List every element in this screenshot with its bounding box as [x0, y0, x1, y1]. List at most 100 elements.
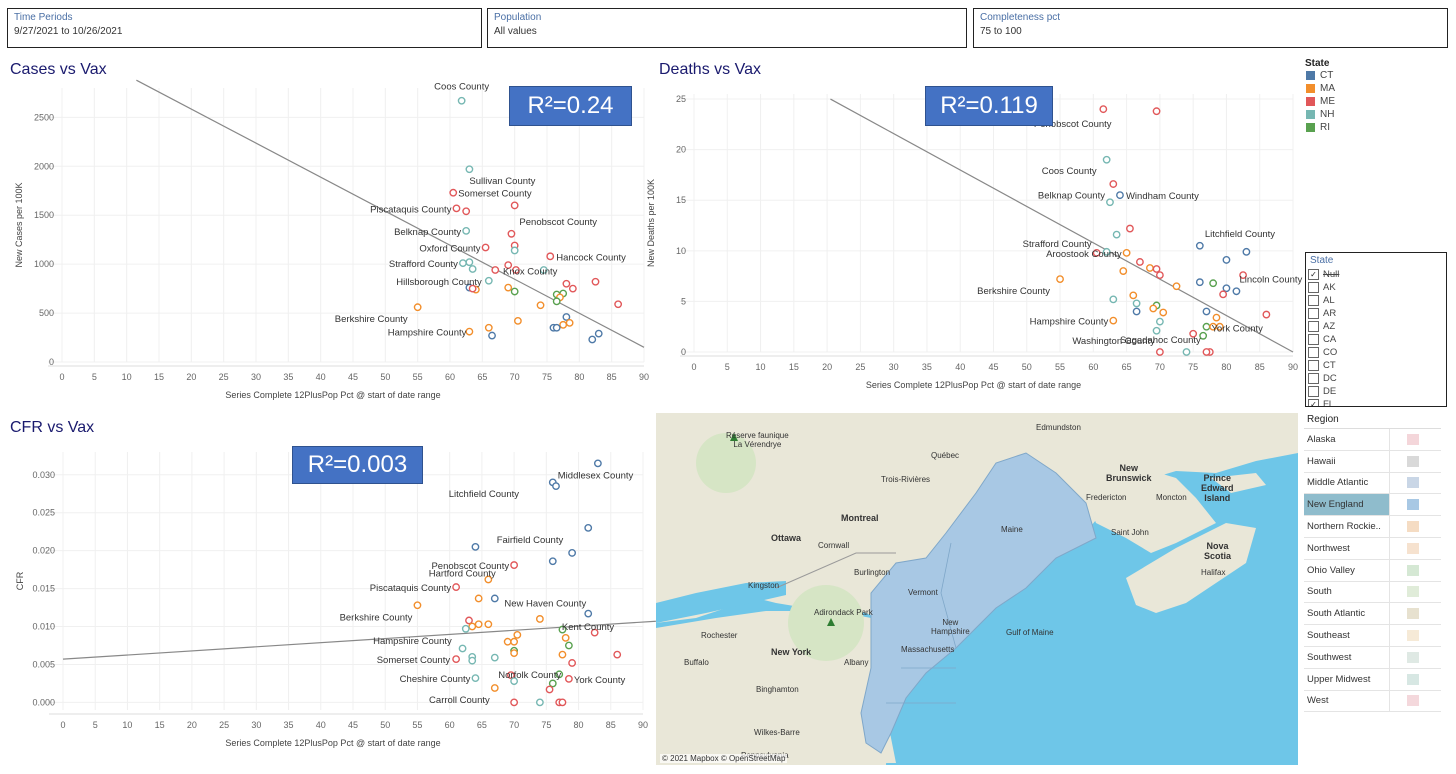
region-legend-item[interactable]: Northwest [1304, 537, 1441, 560]
data-point [510, 561, 519, 569]
checkbox[interactable] [1308, 321, 1319, 332]
y-tick-label: 0.015 [32, 584, 55, 594]
y-tick-label: 0.000 [32, 697, 55, 707]
x-axis-label: Series Complete 12PlusPop Pct @ start of… [866, 380, 1081, 390]
data-point [568, 549, 577, 557]
checkbox[interactable] [1308, 295, 1319, 306]
state-legend-item[interactable]: CT [1306, 70, 1333, 81]
region-legend-item[interactable]: South [1304, 581, 1441, 604]
state-filter-list[interactable]: State ✓ Null AK AL AR AZ CA CO CT DC DE ✓ FL [1305, 252, 1447, 407]
data-point [510, 201, 519, 210]
state-legend-item[interactable]: MA [1306, 83, 1335, 94]
data-point [413, 303, 422, 312]
data-point [488, 331, 496, 340]
state-filter-item[interactable]: DE [1306, 385, 1446, 398]
data-point [1155, 317, 1164, 326]
checkbox[interactable]: ✓ [1308, 269, 1319, 280]
state-filter-item[interactable]: AL [1306, 294, 1446, 307]
region-legend: Region Alaska Hawaii Middle Atlantic New En… [1304, 412, 1441, 713]
region-legend-item[interactable]: Hawaii [1304, 450, 1441, 473]
data-point [591, 277, 600, 286]
x-tick-label: 35 [283, 372, 293, 382]
state-legend-label: CT [1320, 70, 1334, 81]
state-filter-item[interactable]: ✓ FL [1306, 398, 1446, 406]
map-place-label: Kingston [748, 581, 780, 590]
state-filter-label: DC [1323, 373, 1337, 384]
map-place-label: Vermont [908, 588, 938, 597]
region-label: West [1307, 695, 1329, 707]
data-point [471, 674, 480, 683]
data-point [484, 276, 493, 285]
state-filter-item[interactable]: CO [1306, 346, 1446, 359]
color-swatch [1407, 608, 1419, 620]
region-legend-item[interactable]: Northern Rockie.. [1304, 516, 1441, 538]
state-filter-item[interactable]: ✓ Null [1306, 268, 1446, 281]
state-legend-item[interactable]: ME [1306, 96, 1335, 107]
data-point [1202, 307, 1211, 316]
data-point [584, 523, 593, 532]
data-point [1092, 248, 1101, 257]
checkbox[interactable] [1308, 282, 1319, 293]
filter-time-periods[interactable]: Time Periods 9/27/2021 to 10/26/2021 [7, 8, 482, 48]
checkbox[interactable] [1308, 334, 1319, 345]
data-point [1189, 329, 1198, 338]
map-place-label: Halifax [1201, 568, 1226, 577]
deaths-vs-vax-chart[interactable]: 0 5 10 15 20 25 30 35 40 45 50 55 60 65 70 75 80 85 90 0 5 10… [646, 80, 1303, 410]
data-point [613, 650, 622, 659]
data-point [1056, 275, 1064, 284]
color-swatch [1306, 110, 1315, 119]
data-point [510, 287, 519, 296]
region-label: Northern Rockie.. [1307, 521, 1381, 533]
cases-vs-vax-chart[interactable]: 0 5 10 15 20 25 30 35 40 45 50 55 60 65 70 75 80 85 90 0 500… [0, 79, 650, 410]
state-filter-item[interactable]: DC [1306, 372, 1446, 385]
state-legend-item[interactable]: RI [1306, 122, 1330, 133]
state-filter-label: AL [1323, 295, 1335, 306]
x-tick-label: 45 [988, 362, 998, 372]
region-map[interactable]: Réserve faunique La Vérendrye Edmundston Q… [656, 413, 1298, 765]
region-legend-item[interactable]: New England [1304, 494, 1441, 517]
county-label: Washington County [1072, 336, 1155, 347]
region-legend-item[interactable]: South Atlantic [1304, 603, 1441, 626]
region-legend-item[interactable]: Alaska [1304, 429, 1441, 451]
x-axis-label: Series Complete 12PlusPop Pct @ start of… [225, 390, 440, 400]
checkbox[interactable] [1308, 308, 1319, 319]
region-legend-item[interactable]: Southwest [1304, 646, 1441, 669]
data-point [561, 634, 570, 642]
y-tick-label: 0.005 [32, 659, 55, 669]
filter-population[interactable]: Population All values [487, 8, 967, 48]
x-tick-label: 20 [187, 720, 197, 730]
region-legend-item[interactable]: Southeast [1304, 625, 1441, 647]
filter-title: Completeness pct [980, 12, 1061, 23]
checkbox[interactable]: ✓ [1308, 399, 1319, 406]
state-filter-item[interactable]: CT [1306, 359, 1446, 372]
state-filter-item[interactable]: AK [1306, 281, 1446, 294]
county-label: Berkshire County [977, 286, 1050, 297]
region-legend-item[interactable]: West [1304, 690, 1441, 713]
region-legend-item[interactable]: Ohio Valley [1304, 559, 1441, 582]
region-legend-item[interactable]: Middle Atlantic [1304, 472, 1441, 495]
state-filter-item[interactable]: CA [1306, 333, 1446, 346]
county-label: Sagadahoc County [1120, 335, 1201, 346]
state-filter-item[interactable]: AZ [1306, 320, 1446, 333]
y-tick-label: 20 [676, 145, 686, 155]
county-label: Knox County [503, 267, 558, 278]
x-tick-label: 70 [509, 720, 519, 730]
checkbox[interactable] [1308, 360, 1319, 371]
checkbox[interactable] [1308, 386, 1319, 397]
state-filter-item[interactable]: AR [1306, 307, 1446, 320]
map-place-label: Burlington [854, 568, 891, 577]
cfr-vs-vax-chart[interactable]: 0 5 10 15 20 25 30 35 40 45 50 55 60 65 70 75 80 85 90 0.00… [0, 448, 656, 768]
data-point [474, 594, 483, 603]
data-point [458, 644, 467, 653]
county-label: Windham County [1126, 191, 1199, 202]
map-place-label: Fredericton [1086, 493, 1127, 502]
state-legend-item[interactable]: NH [1306, 109, 1334, 120]
region-swatch-cell [1389, 690, 1436, 712]
checkbox[interactable] [1308, 373, 1319, 384]
region-legend-item[interactable]: Upper Midwest [1304, 668, 1441, 691]
data-point [1215, 322, 1224, 331]
checkbox[interactable] [1308, 347, 1319, 358]
filter-completeness-pct[interactable]: Completeness pct 75 to 100 [973, 8, 1448, 48]
county-label: Litchfield County [449, 489, 519, 500]
x-tick-label: 25 [219, 720, 229, 730]
